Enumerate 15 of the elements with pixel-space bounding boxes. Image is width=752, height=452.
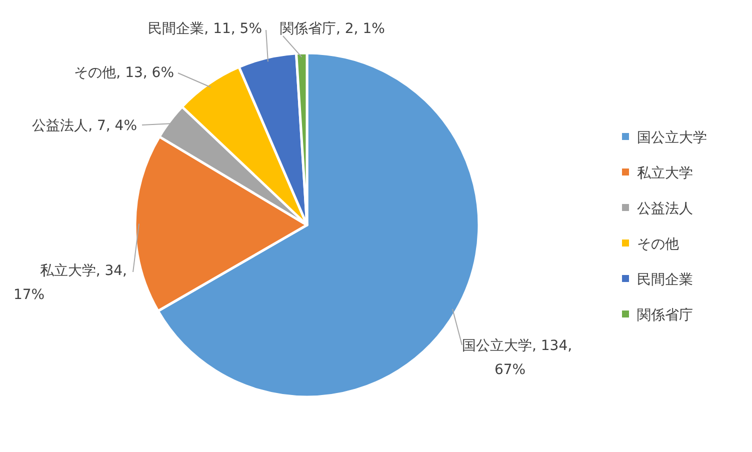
pie-slice: [238, 52, 308, 226]
legend-label: 国公立大学: [637, 130, 707, 146]
data-label: 民間企業, 11, 5%: [148, 21, 262, 37]
legend-label: 関係省庁: [637, 308, 693, 324]
data-label: 関係省庁, 2, 1%: [280, 21, 385, 37]
data-label: その他, 13, 6%: [74, 65, 174, 81]
legend-label: 公益法人: [637, 201, 693, 217]
pie-slice: [180, 66, 308, 226]
data-label: 国公立大学, 134, 67%: [462, 338, 572, 378]
legend-label: 民間企業: [637, 272, 693, 288]
data-label: 私立大学, 34, 17%: [13, 263, 127, 303]
pie-slice: [295, 52, 308, 226]
legend-label: 私立大学: [637, 166, 693, 182]
legend-label: その他: [637, 236, 679, 252]
data-label: 公益法人, 7, 4%: [32, 118, 137, 134]
